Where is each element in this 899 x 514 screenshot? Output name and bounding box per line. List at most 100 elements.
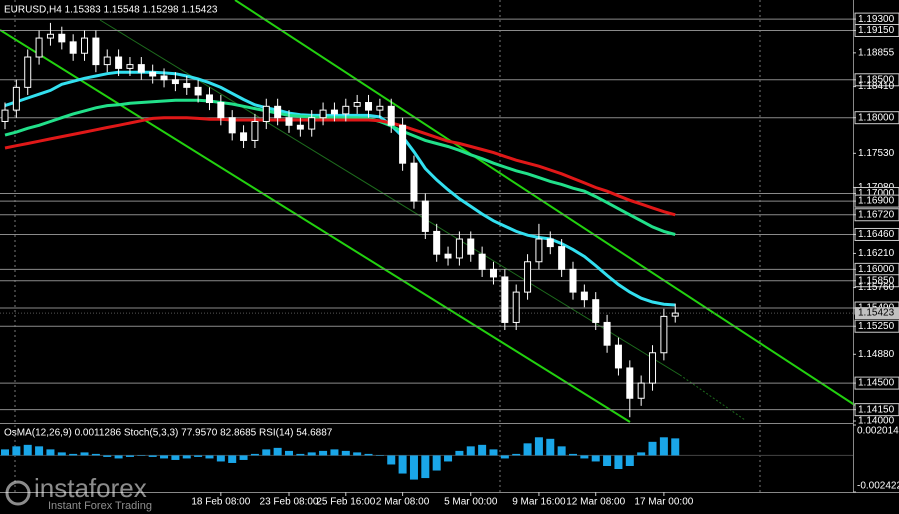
y-tick-label: 1.15850 bbox=[858, 275, 895, 286]
candle-body bbox=[240, 132, 248, 141]
candle-body bbox=[251, 120, 259, 141]
candle-body bbox=[478, 253, 486, 270]
x-tick-label: 18 Feb 08:00 bbox=[191, 497, 250, 508]
y-tick-label: 1.16210 bbox=[858, 248, 895, 259]
candle-body bbox=[444, 253, 452, 259]
indicator-tick-label: 0.002014 bbox=[857, 426, 899, 437]
candle-body bbox=[1, 109, 9, 122]
candle-body bbox=[92, 37, 100, 66]
candle-body bbox=[35, 37, 43, 58]
y-tick-label: 1.15760 bbox=[858, 282, 895, 293]
candle-body bbox=[365, 102, 373, 111]
x-tick-label: 25 Feb 16:00 bbox=[316, 497, 375, 508]
candle-body bbox=[285, 117, 293, 126]
indicator-bar bbox=[285, 450, 293, 456]
indicator-bar bbox=[160, 455, 169, 459]
indicator-bar bbox=[1, 449, 9, 456]
y-tick-label: 1.15250 bbox=[858, 321, 895, 332]
indicator-bar bbox=[500, 455, 509, 459]
y-tick-label: 1.16900 bbox=[858, 196, 895, 207]
candle-body bbox=[671, 312, 679, 317]
last-price-box bbox=[855, 307, 899, 320]
indicator-bar bbox=[671, 438, 680, 456]
indicator-bar bbox=[523, 443, 532, 456]
x-tick-label: 2 Mar 08:00 bbox=[376, 497, 430, 508]
candle-body bbox=[205, 94, 213, 104]
y-tick-label: 1.14000 bbox=[858, 416, 895, 427]
indicator-bar bbox=[478, 444, 487, 456]
candle-body bbox=[399, 124, 407, 164]
watermark-logo bbox=[5, 480, 31, 506]
candle-body bbox=[342, 105, 350, 115]
candle-body bbox=[308, 117, 316, 130]
indicator-bar bbox=[228, 455, 237, 463]
candle-body bbox=[228, 117, 236, 134]
candle-body bbox=[194, 86, 202, 96]
y-tick-label: 1.19300 bbox=[858, 14, 895, 25]
candle-body bbox=[580, 291, 588, 301]
candle-body bbox=[81, 37, 89, 54]
indicator-bar bbox=[114, 455, 123, 459]
y-tick-label: 1.18000 bbox=[858, 112, 895, 123]
indicator-bar bbox=[69, 453, 78, 456]
indicator-bar bbox=[546, 438, 555, 456]
candle-body bbox=[603, 321, 611, 346]
indicator-bar bbox=[296, 453, 305, 456]
candle-body bbox=[126, 64, 134, 69]
indicator-bar bbox=[375, 455, 384, 456]
candle-body bbox=[376, 105, 384, 111]
candle-body bbox=[569, 268, 577, 293]
candle-body bbox=[433, 230, 441, 255]
indicator-bar bbox=[194, 455, 203, 457]
x-tick-label: 5 Mar 00:00 bbox=[444, 497, 498, 508]
indicator-bar bbox=[455, 450, 464, 456]
y-tick-label: 1.16460 bbox=[858, 229, 895, 240]
indicator-bar bbox=[580, 455, 589, 459]
y-tick-label: 1.18855 bbox=[858, 47, 895, 58]
y-tick-label: 1.14500 bbox=[858, 378, 895, 389]
candle-body bbox=[455, 238, 463, 259]
candle-body bbox=[24, 56, 32, 88]
candle-body bbox=[58, 33, 66, 43]
indicator-bar bbox=[409, 455, 418, 480]
chart-title: EURUSD,H4 1.15383 1.15548 1.15298 1.1542… bbox=[4, 5, 218, 16]
candle-body bbox=[149, 71, 157, 77]
y-tick-label: 1.18410 bbox=[858, 81, 895, 92]
candle-body bbox=[274, 105, 282, 119]
candle-body bbox=[103, 56, 111, 66]
y-tick-label: 1.16720 bbox=[858, 209, 895, 220]
y-tick-label: 1.14150 bbox=[858, 404, 895, 415]
indicator-bar bbox=[319, 450, 328, 456]
candle-body bbox=[12, 86, 20, 111]
indicator-bar bbox=[239, 455, 248, 460]
indicator-bar bbox=[489, 449, 498, 456]
candle-body bbox=[558, 246, 566, 270]
indicator-bar bbox=[659, 437, 668, 456]
x-tick-label: 12 Mar 08:00 bbox=[566, 497, 625, 508]
indicator-bar bbox=[614, 455, 623, 470]
y-tick-label: 1.16000 bbox=[858, 264, 895, 275]
candle-body bbox=[524, 261, 532, 293]
candle-body bbox=[262, 105, 270, 122]
indicator-bar bbox=[341, 450, 350, 456]
candle-body bbox=[46, 33, 54, 39]
channel-line bbox=[0, 29, 631, 423]
candle-body bbox=[160, 75, 168, 81]
moving-average bbox=[4, 70, 676, 307]
candle-body bbox=[637, 382, 645, 399]
indicator-bar bbox=[625, 455, 634, 466]
candle-body bbox=[660, 315, 668, 354]
indicator-bar bbox=[330, 449, 339, 456]
candle-body bbox=[69, 41, 77, 54]
last-price-label: 1.15423 bbox=[858, 308, 895, 319]
indicator-bar bbox=[421, 455, 430, 479]
watermark-tagline: Instant Forex Trading bbox=[48, 500, 152, 512]
candle-body bbox=[489, 268, 497, 278]
moving-average bbox=[4, 98, 676, 236]
indicator-bar bbox=[23, 444, 32, 456]
candle-body bbox=[546, 238, 554, 248]
candle-body bbox=[330, 109, 338, 115]
indicator-bar bbox=[534, 437, 543, 456]
